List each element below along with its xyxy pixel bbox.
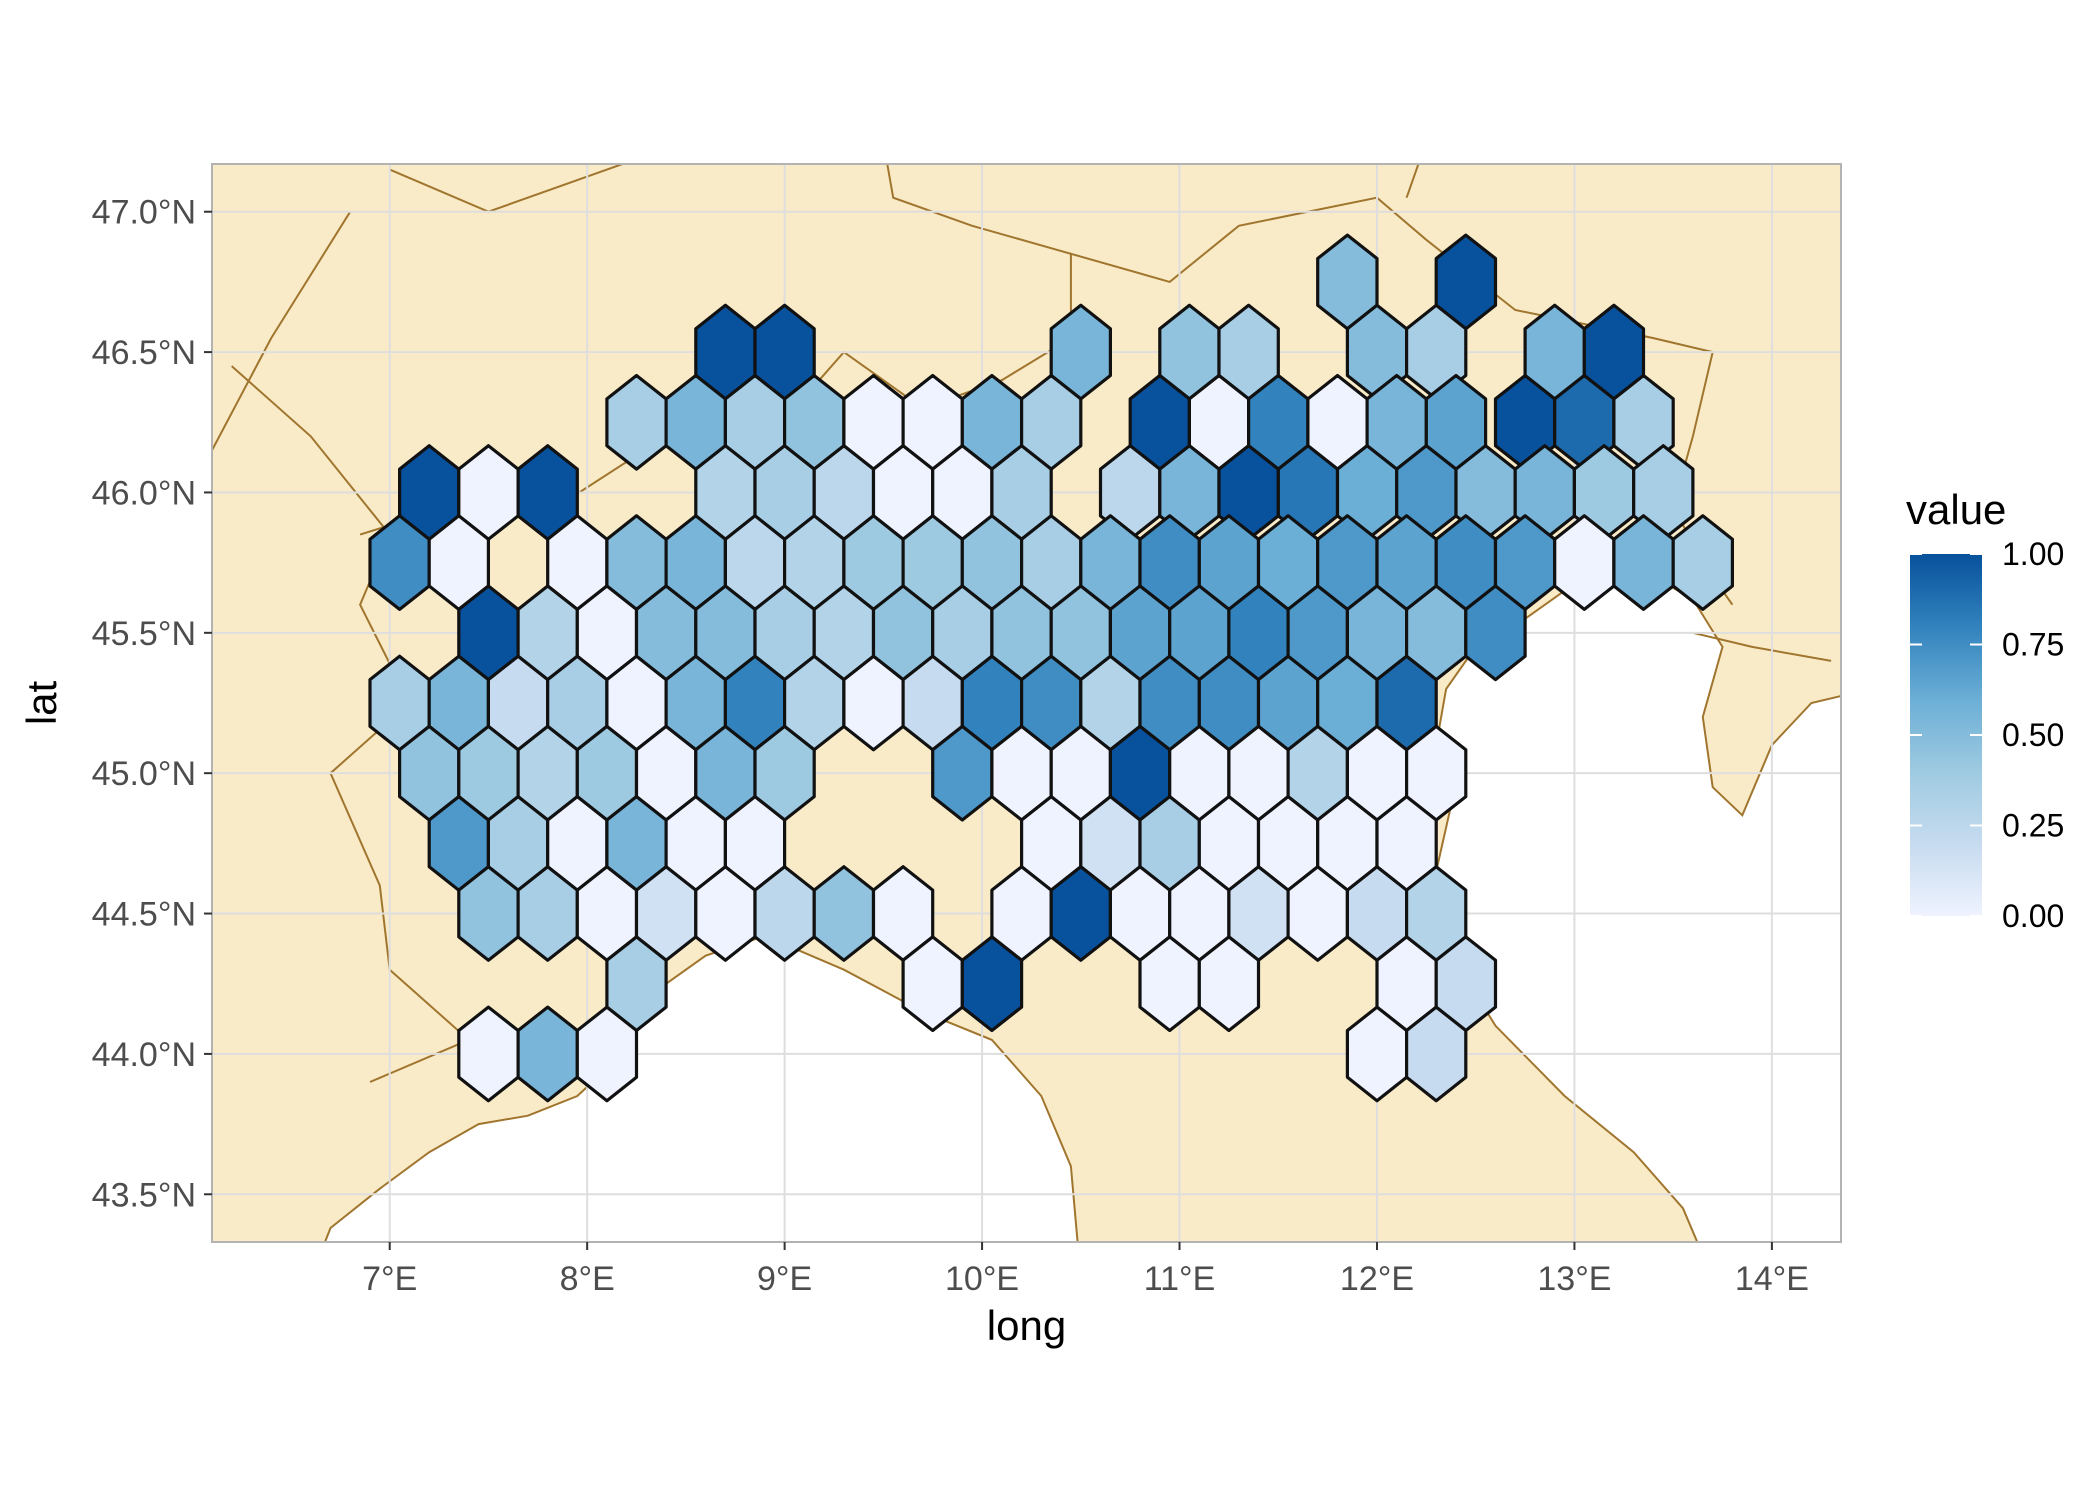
y-tick-label-1: 44.0°N — [92, 1036, 196, 1074]
y-tick-label-7: 47.0°N — [92, 194, 196, 232]
country-border-6 — [1405, 164, 1420, 199]
hex-cell-154 — [1197, 935, 1261, 1033]
legend-label-3: 0.25 — [2002, 808, 2064, 844]
x-tick-label-7: 14°E — [1735, 1260, 1809, 1298]
legend-label-2: 0.50 — [2002, 717, 2064, 753]
plot-panel — [211, 163, 1842, 1243]
hex-cell-86 — [1464, 584, 1527, 682]
x-tick-label-4: 11°E — [1144, 1260, 1216, 1298]
axes: 7°E 8°E 9°E 10°E 11°E 12°E 13°E 14°E 43.5°N 44.0°… — [18, 194, 1809, 1349]
country-border-4 — [212, 211, 352, 451]
y-axis-title: lat — [18, 680, 65, 725]
hex-cell-159 — [575, 1005, 639, 1103]
y-tick-label-2: 44.5°N — [92, 896, 196, 934]
legend-title: value — [1906, 486, 2006, 533]
y-tick-label-3: 45.0°N — [92, 755, 196, 793]
y-tick-label-0: 43.5°N — [92, 1176, 196, 1214]
x-tick-label-6: 13°E — [1537, 1260, 1611, 1298]
legend-label-4: 0.00 — [2002, 898, 2064, 934]
legend-label-0: 1.00 — [2002, 536, 2064, 572]
x-tick-label-1: 8°E — [560, 1260, 615, 1298]
y-tick-label-5: 46.0°N — [92, 474, 196, 512]
y-tick-label-4: 45.5°N — [92, 615, 196, 653]
legend-label-1: 0.75 — [2002, 627, 2064, 663]
hex-cell-152 — [960, 935, 1024, 1033]
country-border-0 — [231, 365, 471, 1083]
y-tick-label-6: 46.5°N — [92, 334, 196, 372]
x-tick-label-0: 7°E — [362, 1260, 417, 1298]
x-axis-title: long — [987, 1302, 1066, 1349]
country-border-7 — [1692, 631, 1832, 662]
hex-cell-161 — [1404, 1005, 1468, 1103]
hex-cell-68 — [1671, 514, 1735, 612]
x-tick-label-5: 12°E — [1340, 1260, 1414, 1298]
x-tick-label-3: 10°E — [945, 1260, 1019, 1298]
panel-border — [211, 163, 1842, 1243]
x-tick-label-2: 9°E — [757, 1260, 812, 1298]
